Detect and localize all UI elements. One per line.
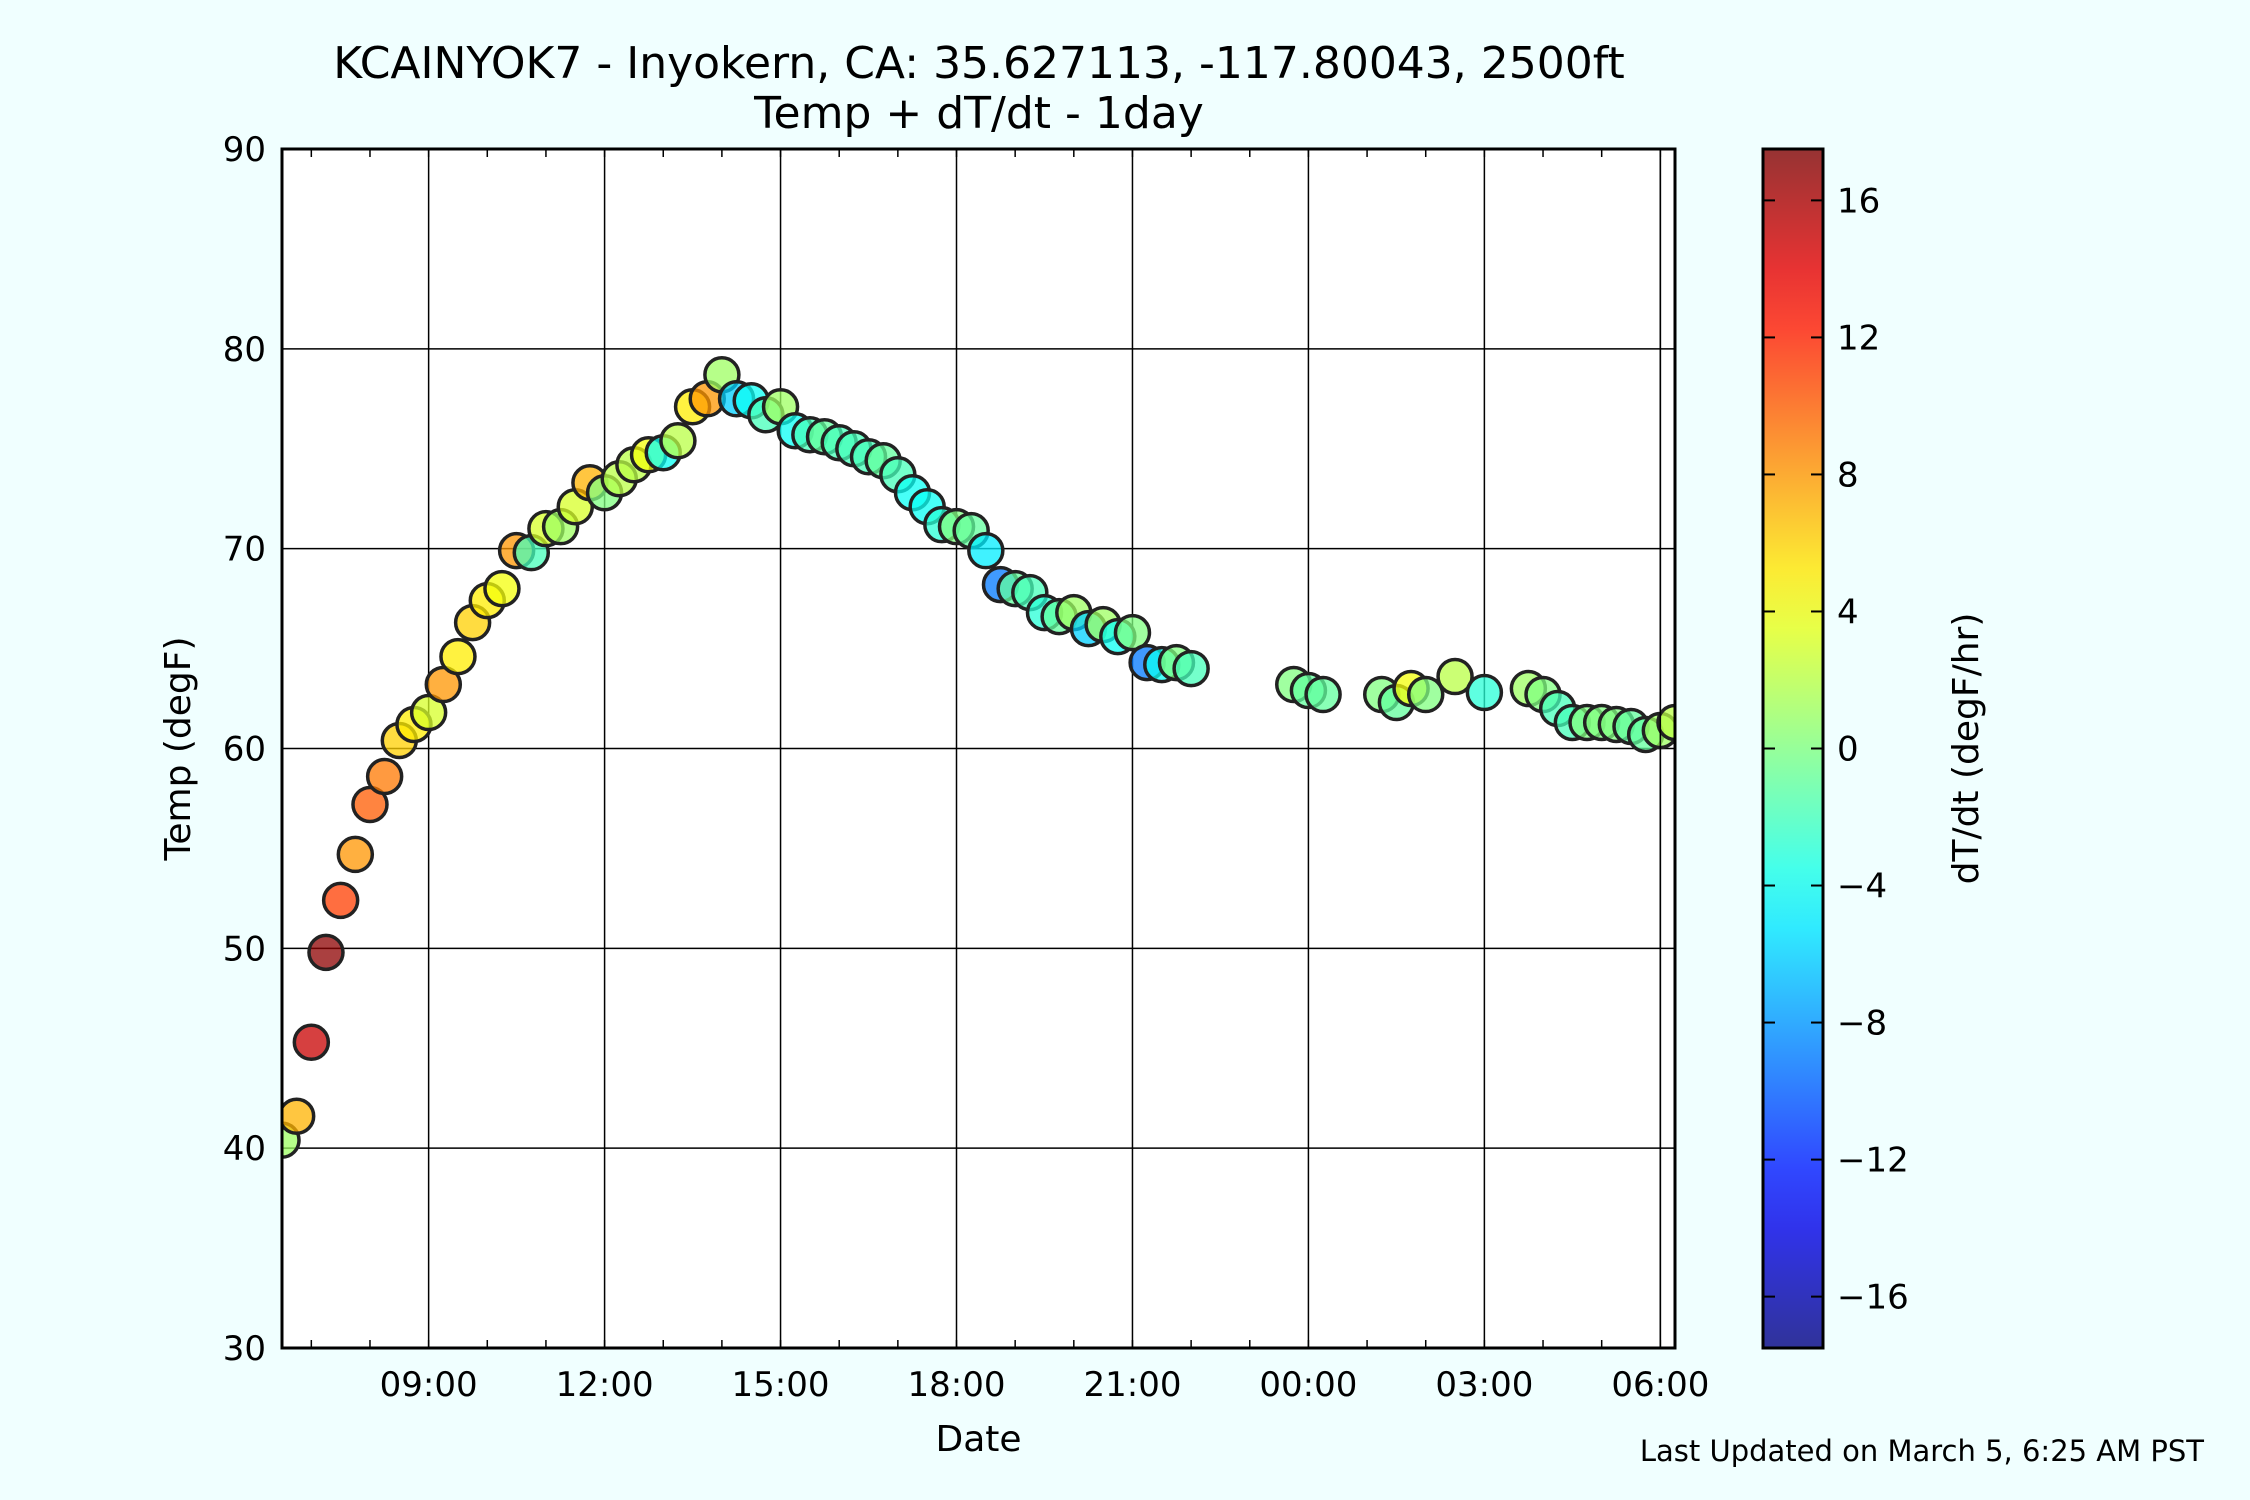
colorbar-tick-label: 4	[1837, 592, 1859, 632]
data-point	[282, 1097, 316, 1135]
x-tick-label: 09:00	[380, 1365, 478, 1405]
colorbar-tick-label: −8	[1837, 1004, 1887, 1044]
colorbar-tick-label: −4	[1837, 867, 1887, 907]
data-point	[483, 569, 521, 608]
data-point	[1113, 613, 1152, 652]
data-point	[365, 757, 404, 796]
x-axis-label: Date	[935, 1419, 1021, 1460]
data-point	[292, 1023, 331, 1062]
data-point	[439, 637, 477, 676]
data-point	[336, 835, 375, 874]
data-point	[1436, 657, 1474, 696]
x-tick-label: 21:00	[1083, 1365, 1181, 1405]
y-tick-label: 60	[223, 730, 266, 770]
y-tick-label: 30	[223, 1329, 266, 1369]
x-tick-label: 15:00	[732, 1365, 830, 1405]
data-points	[282, 356, 1675, 1159]
y-tick-label: 80	[223, 330, 266, 370]
colorbar-tick-label: 0	[1837, 730, 1859, 770]
colorbar-tick-label: 16	[1837, 181, 1880, 221]
y-tick-label: 70	[223, 530, 266, 570]
chart-subtitle: Temp + dT/dt - 1day	[754, 88, 1204, 139]
data-point	[659, 422, 697, 460]
data-point	[1304, 675, 1342, 714]
plot-frame	[280, 147, 1677, 1350]
data-point	[967, 531, 1005, 570]
data-point	[307, 933, 345, 972]
data-point	[1465, 673, 1504, 712]
y-tick-label: 40	[223, 1129, 266, 1169]
y-tick-label: 90	[223, 130, 266, 170]
x-tick-label: 00:00	[1259, 1365, 1357, 1405]
colorbar-label: dT/dt (degF/hr)	[1946, 613, 1987, 885]
data-point	[1656, 703, 1675, 742]
data-point	[321, 881, 360, 920]
data-point	[1172, 649, 1210, 688]
last-updated-text: Last Updated on March 5, 6:25 AM PST	[1639, 1434, 2204, 1468]
colorbar-tick-label: −12	[1837, 1141, 1909, 1181]
data-point	[1406, 675, 1445, 714]
y-axis-label: Temp (degF)	[158, 636, 199, 861]
x-tick-label: 03:00	[1435, 1365, 1533, 1405]
x-tick-label: 06:00	[1611, 1365, 1709, 1405]
colorbar-tick-label: −16	[1837, 1278, 1909, 1318]
colorbar-tick-label: 12	[1837, 318, 1880, 358]
x-tick-label: 12:00	[556, 1365, 654, 1405]
y-tick-label: 50	[223, 929, 266, 969]
chart-title: KCAINYOK7 - Inyokern, CA: 35.627113, -11…	[333, 38, 1625, 89]
colorbar-tick-label: 8	[1837, 455, 1859, 495]
x-tick-label: 18:00	[908, 1365, 1006, 1405]
